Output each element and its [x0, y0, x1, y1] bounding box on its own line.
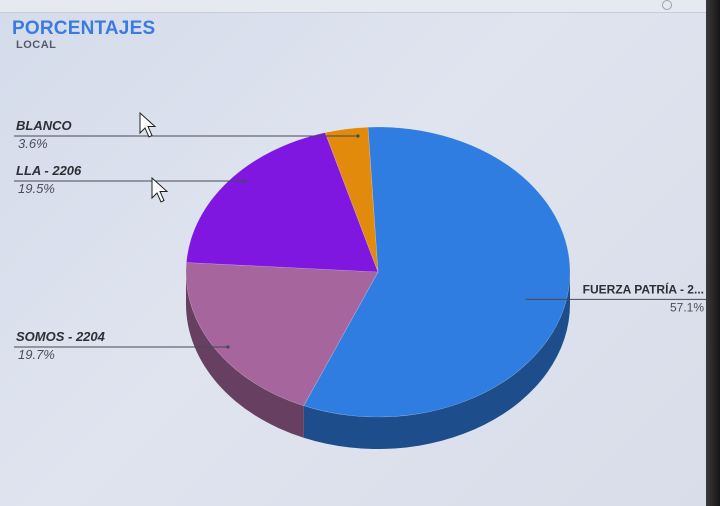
chart-subtitle: LOCAL — [16, 39, 57, 51]
cursor-icon — [139, 111, 157, 138]
pie-side-fuerza-patria-2 — [303, 272, 570, 450]
slice-name-label: BLANCO — [16, 118, 72, 133]
slice-name-label: FUERZA PATRÍA - 2... — [583, 281, 704, 296]
pie-slice-somos-2204[interactable] — [185, 262, 379, 407]
pie-slice-blanco[interactable] — [324, 126, 379, 273]
pie-slices — [185, 126, 571, 418]
pie-labels: FUERZA PATRÍA - 2... 57.1% SOMOS - 2204 19.… — [14, 118, 706, 362]
circle-icon[interactable] — [662, 0, 672, 10]
slice-name-label: LLA - 2206 — [16, 163, 82, 178]
leader-dot — [356, 134, 360, 138]
pie-label-lla-2206: LLA - 2206 19.5% — [14, 163, 246, 196]
pie-side-somos-2204 — [186, 272, 304, 438]
cursors — [139, 111, 169, 203]
pie-label-fuerza-patria-2: FUERZA PATRÍA - 2... 57.1% — [525, 281, 706, 314]
slice-percent-label: 57.1% — [670, 300, 704, 314]
chart-title: PORCENTAJES — [12, 18, 156, 39]
slice-name-label: SOMOS - 2204 — [16, 329, 106, 344]
leader-dot — [226, 345, 230, 349]
pie-label-blanco: BLANCO 3.6% — [14, 118, 360, 151]
slice-percent-label: 3.6% — [18, 136, 48, 151]
slice-percent-label: 19.7% — [18, 347, 55, 362]
slice-percent-label: 19.5% — [18, 181, 55, 196]
pie-slice-fuerza-patria-2[interactable] — [303, 126, 571, 418]
pie-label-somos-2204: SOMOS - 2204 19.7% — [14, 329, 230, 362]
monitor-bezel — [706, 0, 720, 506]
cursor-icon — [151, 176, 169, 203]
pie-sides — [186, 272, 570, 450]
leader-dot — [242, 179, 246, 183]
browser-top-strip — [0, 0, 706, 13]
